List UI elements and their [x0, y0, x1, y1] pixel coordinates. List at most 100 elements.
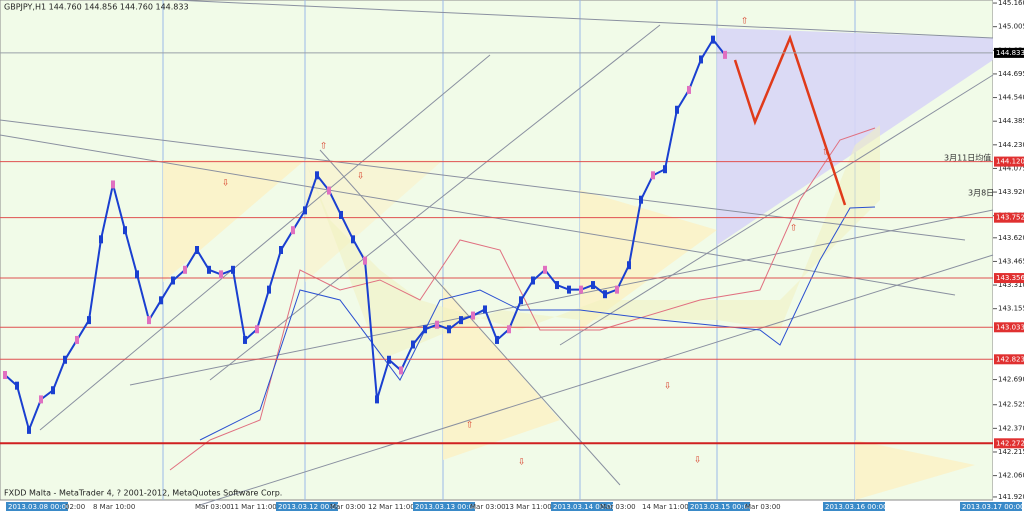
price-label: 142.525	[998, 401, 1024, 409]
candle	[39, 395, 43, 404]
candle	[495, 335, 499, 344]
svg-text:⇧: ⇧	[466, 421, 474, 431]
candle	[567, 285, 571, 294]
price-label-bg	[994, 322, 1024, 333]
candle	[555, 281, 559, 290]
price-label: 144.385	[998, 117, 1024, 125]
time-label: 13 Mar 11:00	[505, 503, 552, 511]
candle	[519, 296, 523, 305]
price-line-label: 142.272	[996, 439, 1024, 447]
svg-text:⇧: ⇧	[822, 148, 830, 158]
candle	[63, 355, 67, 364]
candle	[171, 276, 175, 285]
candle	[303, 206, 307, 215]
time-label: 02:00	[65, 503, 85, 511]
price-label: 143.465	[998, 257, 1024, 265]
svg-text:⇧: ⇧	[741, 17, 749, 27]
candle	[183, 265, 187, 274]
candle	[219, 270, 223, 279]
candle	[471, 311, 475, 320]
candle	[327, 186, 331, 195]
time-label: 2013.03.14 00:00	[553, 503, 615, 511]
time-label-bg	[823, 502, 885, 511]
candle	[351, 235, 355, 244]
candle	[531, 276, 535, 285]
price-label: 143.920	[998, 188, 1024, 196]
time-label: 2013.03.13 00:00	[415, 503, 477, 511]
candle	[651, 171, 655, 180]
price-label-bg	[994, 212, 1024, 223]
svg-text:⇧: ⇧	[790, 224, 798, 234]
time-label: Mar 03:00	[600, 503, 636, 511]
price-label-bg	[994, 354, 1024, 365]
candle	[51, 386, 55, 395]
candle	[399, 366, 403, 375]
price-label: 143.310	[998, 281, 1024, 289]
time-label: 2013.03.08 00:00	[8, 503, 70, 511]
price-label: 145.005	[998, 23, 1024, 31]
svg-text:⇩: ⇩	[694, 456, 702, 466]
copyright: FXDD Malta - MetaTrader 4, ? 2001-2012, …	[4, 489, 282, 498]
candle	[459, 316, 463, 325]
annotation: 3月11日均值	[944, 153, 991, 163]
candle	[543, 265, 547, 274]
candle	[363, 256, 367, 265]
candle	[591, 281, 595, 290]
time-label: 14 Mar 11:00	[642, 503, 689, 511]
price-label: 145.160	[998, 0, 1024, 7]
candle	[75, 335, 79, 344]
candle	[255, 325, 259, 334]
time-label: 8 Mar 10:00	[93, 503, 135, 511]
price-label-bg	[994, 273, 1024, 284]
candle	[339, 210, 343, 219]
chart-header: GBPJPY,H1 144.760 144.856 144.760 144.83…	[4, 3, 189, 12]
time-label-bg	[6, 502, 68, 511]
candle	[483, 305, 487, 314]
fractal-arrows: ⇧ ⇩ ⇧ ⇩ ⇧ ⇩ ⇩ ⇧ ⇧ ⇩	[222, 17, 830, 468]
price-label: 144.075	[998, 164, 1024, 172]
candle	[267, 285, 271, 294]
candle	[111, 180, 115, 189]
price-line-label: 143.356	[996, 274, 1024, 282]
price-label: 143.155	[998, 305, 1024, 313]
price-line-label: 144.120	[996, 158, 1024, 166]
svg-text:⇩: ⇩	[222, 179, 230, 189]
candle	[423, 325, 427, 334]
candle	[579, 285, 583, 294]
time-label: Mar 03:00	[195, 503, 231, 511]
candle	[279, 246, 283, 254]
price-line-label: 142.823	[996, 355, 1024, 363]
candle	[231, 265, 235, 274]
time-label: Mar 03:00	[745, 503, 781, 511]
candle	[315, 171, 319, 180]
price-line-label: 143.752	[996, 214, 1024, 222]
price-label-bg	[994, 47, 1024, 58]
time-label-bg	[413, 502, 475, 511]
price-label-bg	[994, 438, 1024, 449]
time-label-bg	[551, 502, 613, 511]
price-label: 142.370	[998, 424, 1024, 432]
price-label: 141.920	[998, 493, 1024, 501]
svg-text:⇩: ⇩	[664, 382, 672, 392]
price-line-label: 143.033	[996, 323, 1024, 331]
candle	[447, 325, 451, 334]
candle	[387, 355, 391, 364]
candle	[699, 55, 703, 64]
price-label: 144.540	[998, 94, 1024, 102]
candle	[615, 285, 619, 294]
candle	[159, 296, 163, 305]
candle	[207, 265, 211, 274]
price-label: 143.620	[998, 234, 1024, 242]
price-line-label: 144.833	[996, 49, 1024, 57]
price-label: 144.695	[998, 70, 1024, 78]
candle	[99, 235, 103, 244]
time-label-bg	[276, 502, 338, 511]
price-axis-panel	[993, 0, 1024, 512]
svg-text:⇩: ⇩	[518, 458, 526, 468]
time-label: 2013.03.15 00:00	[690, 503, 752, 511]
candle	[147, 316, 151, 325]
forecast-arrow	[733, 34, 847, 206]
candle	[507, 325, 511, 334]
time-label-bg	[960, 502, 1022, 511]
